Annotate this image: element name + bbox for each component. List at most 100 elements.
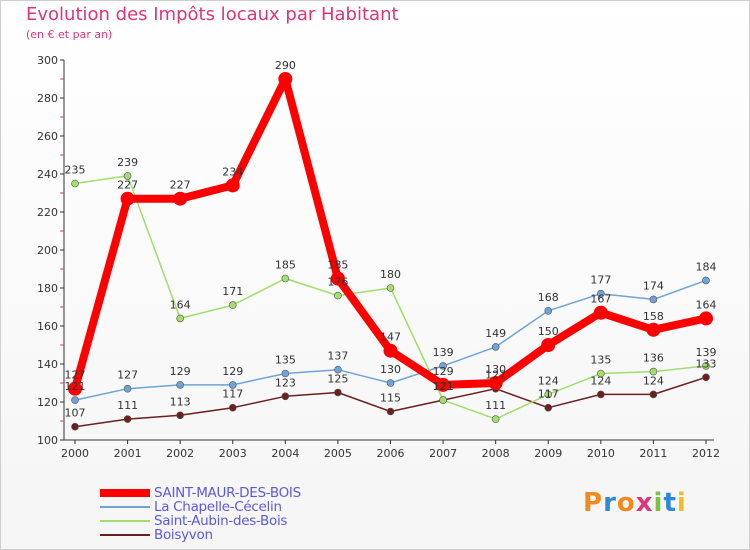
legend-swatch-boisyvon	[100, 534, 150, 536]
data-label: 111	[485, 399, 506, 412]
x-tick-label: 2004	[271, 447, 299, 460]
data-label: 121	[433, 380, 454, 393]
logo-letter: i	[676, 488, 687, 518]
legend-item-la-chapelle: La Chapelle-Cécelin	[100, 499, 400, 515]
data-point	[597, 369, 605, 378]
data-point	[123, 415, 132, 423]
data-label: 139	[696, 346, 717, 359]
data-point	[281, 369, 290, 378]
data-point	[334, 388, 342, 397]
data-label: 167	[590, 293, 611, 306]
data-point	[123, 172, 132, 180]
data-label: 127	[65, 369, 86, 382]
data-label: 121	[65, 380, 86, 393]
data-label: 177	[590, 274, 611, 287]
logo-letter: t	[663, 488, 677, 518]
data-point	[173, 191, 188, 206]
x-tick-label: 2011	[639, 447, 667, 460]
data-label: 227	[117, 179, 138, 192]
x-tick-label: 2001	[114, 447, 142, 460]
data-label: 239	[117, 156, 138, 169]
data-label: 184	[696, 260, 717, 273]
x-tick-label: 2000	[61, 447, 89, 460]
data-point	[593, 305, 608, 320]
data-point	[228, 403, 237, 412]
data-label: 113	[170, 395, 191, 408]
x-tick-label: 2008	[482, 447, 510, 460]
data-label: 125	[327, 373, 348, 386]
data-label: 133	[696, 357, 717, 370]
data-label: 123	[275, 376, 296, 389]
data-label: 234	[222, 165, 243, 178]
data-label: 185	[327, 259, 348, 272]
x-tick-label: 2003	[219, 447, 247, 460]
data-point	[491, 415, 500, 423]
data-point	[488, 376, 503, 390]
y-tick-label: 300	[37, 54, 58, 67]
data-point	[699, 311, 713, 326]
data-label: 135	[590, 354, 611, 367]
y-tick-label: 200	[37, 244, 58, 257]
data-point	[649, 390, 658, 399]
y-tick-label: 220	[37, 206, 58, 219]
legend-label: Boisyvon	[154, 527, 213, 543]
data-label: 107	[65, 407, 86, 420]
data-point	[330, 271, 345, 286]
data-point	[71, 422, 79, 431]
data-point	[228, 301, 237, 309]
x-tick-label: 2002	[166, 447, 194, 460]
data-label: 227	[170, 179, 191, 192]
logo-letter: o	[616, 488, 636, 518]
data-label: 168	[538, 291, 559, 304]
legend-swatch-saint-aubin	[100, 520, 150, 522]
data-label: 111	[117, 399, 138, 412]
data-point	[120, 191, 135, 206]
logo-letter: x	[635, 488, 654, 518]
data-point	[439, 396, 447, 404]
data-point	[544, 403, 553, 412]
legend-item-saint-aubin: Saint-Aubin-des-Bois	[100, 513, 400, 529]
data-label: 176	[327, 276, 348, 289]
y-tick-label: 240	[37, 168, 58, 181]
data-label: 164	[170, 298, 191, 311]
data-point	[386, 407, 395, 416]
y-tick-label: 280	[37, 92, 58, 105]
data-label: 180	[380, 268, 401, 281]
data-label: 137	[327, 350, 348, 363]
data-point	[71, 396, 79, 404]
data-point	[383, 343, 398, 358]
legend-label: Saint-Aubin-des-Bois	[154, 513, 288, 529]
x-tick-label: 2009	[534, 447, 562, 460]
data-point	[123, 384, 132, 393]
data-point	[281, 392, 290, 401]
legend-item-saint-maur: SAINT-MAUR-DES-BOIS	[100, 485, 400, 501]
data-label: 127	[485, 369, 506, 382]
logo-letter: P	[583, 488, 604, 518]
data-label: 171	[222, 285, 243, 298]
data-point	[386, 284, 395, 292]
data-label: 147	[380, 331, 401, 344]
data-label: 124	[538, 374, 559, 387]
data-point	[649, 367, 658, 376]
data-point	[541, 338, 556, 352]
data-label: 235	[65, 164, 86, 177]
y-tick-label: 100	[37, 434, 58, 447]
data-point	[176, 314, 184, 323]
y-tick-label: 260	[37, 130, 58, 143]
data-label: 129	[170, 365, 191, 378]
data-point	[544, 306, 553, 315]
data-point	[228, 381, 237, 389]
data-point	[702, 373, 710, 382]
data-point	[544, 390, 553, 399]
chart-legend: SAINT-MAUR-DES-BOIS La Chapelle-Cécelin …	[100, 485, 400, 543]
data-label: 174	[643, 279, 664, 292]
x-tick-label: 2006	[377, 447, 405, 460]
legend-swatch-saint-maur	[100, 489, 150, 497]
x-tick-label: 2010	[587, 447, 615, 460]
x-tick-label: 2007	[429, 447, 457, 460]
data-label: 185	[275, 259, 296, 272]
data-label: 127	[117, 369, 138, 382]
data-point	[439, 362, 447, 370]
data-label: 139	[433, 346, 454, 359]
legend-label: La Chapelle-Cécelin	[154, 499, 282, 515]
